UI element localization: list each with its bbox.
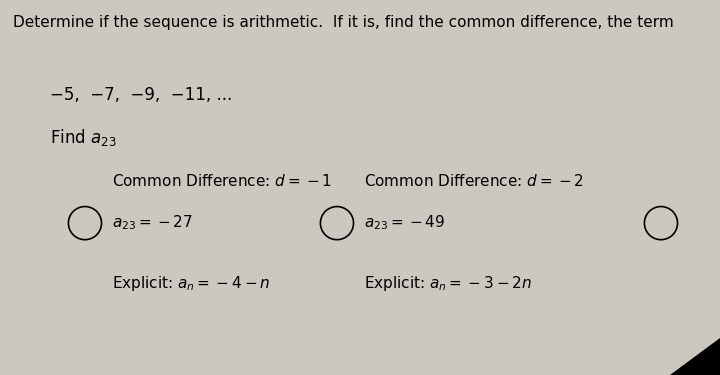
Polygon shape (670, 338, 720, 375)
Text: Explicit: $a_n = -3 - 2n$: Explicit: $a_n = -3 - 2n$ (364, 274, 532, 293)
Text: Explicit: $a_n = -4 - n$: Explicit: $a_n = -4 - n$ (112, 274, 270, 293)
Text: −5,  −7,  −9,  −11, ...: −5, −7, −9, −11, ... (50, 86, 233, 104)
Text: Common Difference: $d = -1$: Common Difference: $d = -1$ (112, 172, 332, 189)
Text: $a_{23} = -49$: $a_{23} = -49$ (364, 214, 445, 232)
Text: Determine if the sequence is arithmetic.  If it is, find the common difference, : Determine if the sequence is arithmetic.… (13, 15, 674, 30)
Text: $a_{23} = -27$: $a_{23} = -27$ (112, 214, 192, 232)
Text: Common Difference: $d = -2$: Common Difference: $d = -2$ (364, 172, 583, 189)
Text: Find $a_{23}$: Find $a_{23}$ (50, 128, 117, 148)
